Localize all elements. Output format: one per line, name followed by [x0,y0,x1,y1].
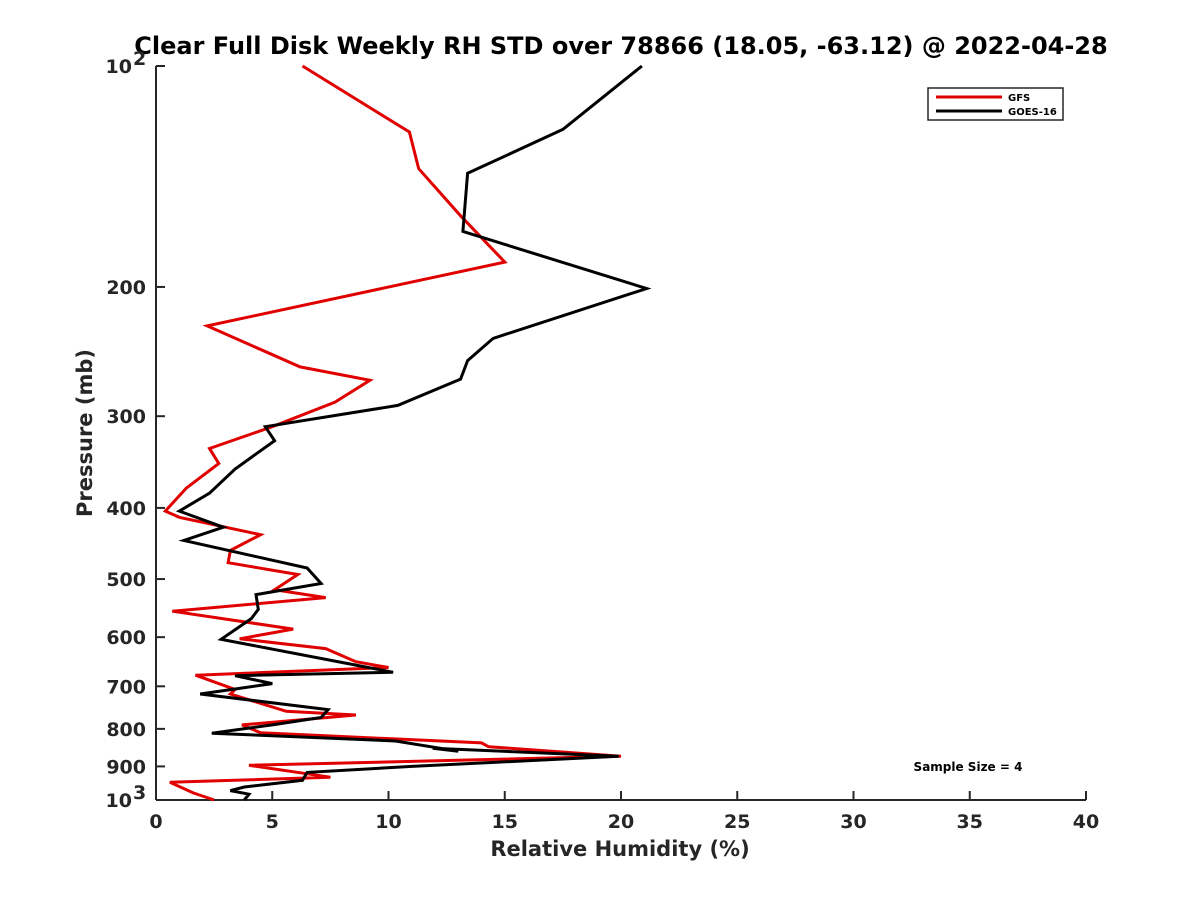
series-line-goes-16 [175,64,652,801]
y-tick-exponent: 3 [133,782,146,804]
x-tick-label: 0 [149,811,162,833]
y-tick-label: 400 [106,498,146,520]
y-tick-label: 700 [106,676,146,698]
y-tick-exponent: 2 [133,48,146,70]
y-tick-label: 300 [106,406,146,428]
legend-label: GOES-16 [1008,107,1057,118]
y-tick-label: 10 [106,56,132,78]
y-tick-label: 800 [106,719,146,741]
plot-lines [162,64,652,802]
x-tick-label: 30 [840,811,866,833]
x-tick-label: 40 [1073,811,1099,833]
x-tick-label: 35 [957,811,983,833]
y-tick-label: 500 [106,569,146,591]
chart-title: Clear Full Disk Weekly RH STD over 78866… [134,32,1107,60]
x-axis-label: Relative Humidity (%) [490,837,749,861]
legend: GFS GOES-16 [927,87,1064,121]
y-tick-label: 10 [106,790,132,812]
x-tick-label: 20 [608,811,634,833]
y-tick-label: 900 [106,756,146,778]
x-tick-label: 5 [266,811,279,833]
y-tick-label: 600 [106,627,146,649]
series-line-gfs [162,64,622,802]
x-tick-label: 10 [375,811,401,833]
y-tick-label: 200 [106,277,146,299]
y-axis-label: Pressure (mb) [73,349,97,517]
x-tick-label: 25 [724,811,750,833]
legend-box [927,87,1064,121]
legend-label: GFS [1008,93,1030,104]
sample-size-annotation: Sample Size = 4 [914,760,1023,774]
x-tick-label: 15 [492,811,518,833]
